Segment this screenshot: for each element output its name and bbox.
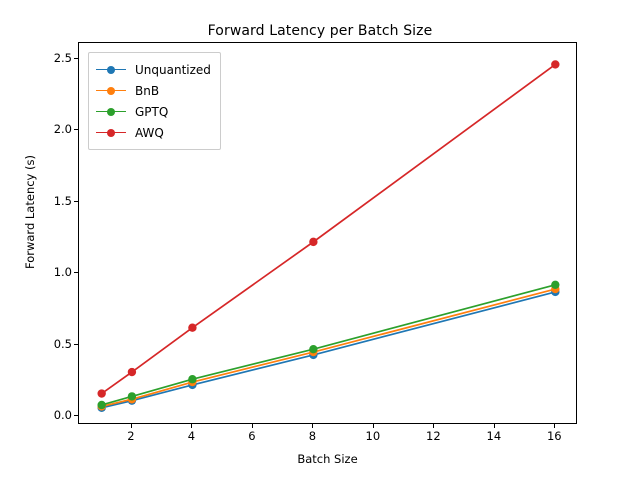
chart-legend: Unquantized BnB GPTQ AWQ	[88, 52, 221, 150]
legend-marker-icon	[96, 85, 126, 97]
x-tick-label: 8	[308, 429, 317, 443]
x-tick-mark	[493, 424, 495, 428]
y-tick-label: 0.5	[53, 336, 72, 351]
x-tick-label: 2	[127, 429, 135, 443]
x-tick-mark	[312, 424, 314, 428]
x-tick-mark	[251, 424, 253, 428]
data-point-marker	[188, 323, 197, 332]
legend-item[interactable]: AWQ	[96, 122, 211, 143]
x-tick-mark	[130, 424, 132, 428]
x-tick-label: 10	[365, 429, 381, 443]
series-line	[100, 288, 557, 408]
series-line	[100, 291, 557, 409]
legend-marker-icon	[96, 106, 126, 118]
x-tick-label: 14	[486, 429, 502, 443]
data-point-marker	[309, 237, 318, 247]
x-tick-label: 4	[187, 429, 196, 443]
y-tick-label: 2.5	[53, 50, 72, 65]
x-tick-mark	[554, 424, 556, 428]
legend-label: Unquantized	[135, 62, 211, 77]
y-axis-label: Forward Latency (s)	[23, 155, 37, 269]
x-tick-label: 6	[248, 429, 256, 443]
legend-marker-icon	[96, 64, 126, 76]
x-axis-label: Batch Size	[297, 452, 358, 466]
data-point-marker	[551, 280, 560, 289]
data-point-marker	[97, 389, 106, 398]
legend-item[interactable]: GPTQ	[96, 101, 211, 122]
data-point-marker	[551, 60, 560, 69]
x-tick-mark	[433, 424, 435, 428]
legend-marker-icon	[96, 127, 126, 139]
plot-svg	[97, 60, 560, 413]
x-tick-label: 16	[546, 429, 562, 443]
x-tick-mark	[191, 424, 193, 428]
data-point-marker	[188, 375, 197, 384]
legend-label: GPTQ	[135, 104, 169, 119]
y-tick-label: 0.0	[53, 408, 72, 423]
chart-title: Forward Latency per Batch Size	[207, 23, 433, 39]
data-point-marker	[97, 400, 106, 410]
x-tick-label: 12	[426, 429, 441, 443]
data-point-marker	[127, 367, 137, 377]
data-point-marker	[309, 344, 318, 354]
legend-item[interactable]: Unquantized	[96, 59, 211, 80]
legend-label: BnB	[135, 83, 160, 98]
legend-label: AWQ	[135, 125, 164, 140]
legend-item[interactable]: BnB	[96, 80, 211, 101]
x-tick-mark	[372, 424, 374, 428]
data-point-marker	[127, 392, 137, 401]
